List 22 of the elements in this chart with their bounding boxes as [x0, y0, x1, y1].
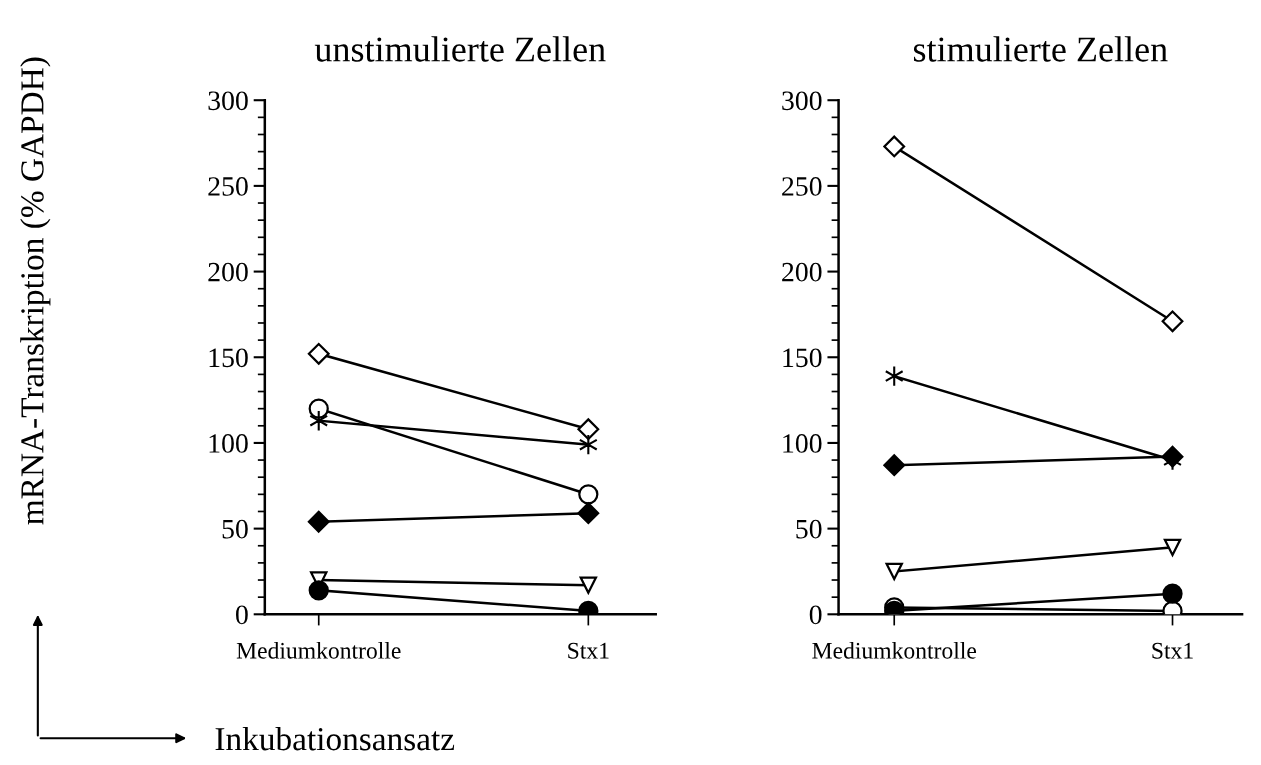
y-tick-label: 100 [783, 434, 822, 453]
y-tick-label: 200 [208, 262, 248, 282]
y-tick-label: 300 [208, 91, 248, 111]
x-tick-label: Stx1 [568, 642, 609, 659]
y-tick-label: 100 [209, 434, 248, 453]
y-tick-label: 0 [809, 605, 822, 625]
y-tick-label: 150 [209, 348, 248, 368]
chart-title: unstimulierte Zellen [314, 36, 606, 62]
x-tick-label: Mediumkontrolle [236, 642, 401, 659]
y-tick-label: 50 [796, 519, 822, 539]
y-tick-label: 250 [782, 177, 822, 196]
x-tick-label: Mediumkontrolle [812, 642, 977, 659]
chart-title: stimulierte Zellen [913, 36, 1168, 62]
y-tick-label: 250 [208, 177, 248, 196]
y-tick-label: 200 [782, 262, 822, 282]
y-axis-title: mRNA-Transkription (% GAPDH) [20, 57, 51, 525]
y-tick-label: 300 [782, 91, 822, 111]
y-tick-label: 150 [783, 348, 822, 368]
x-axis-title: Inkubationsansatz [215, 726, 455, 751]
x-tick-label: Stx1 [1152, 642, 1193, 659]
y-tick-label: 50 [222, 519, 248, 539]
y-tick-label: 0 [236, 605, 248, 625]
